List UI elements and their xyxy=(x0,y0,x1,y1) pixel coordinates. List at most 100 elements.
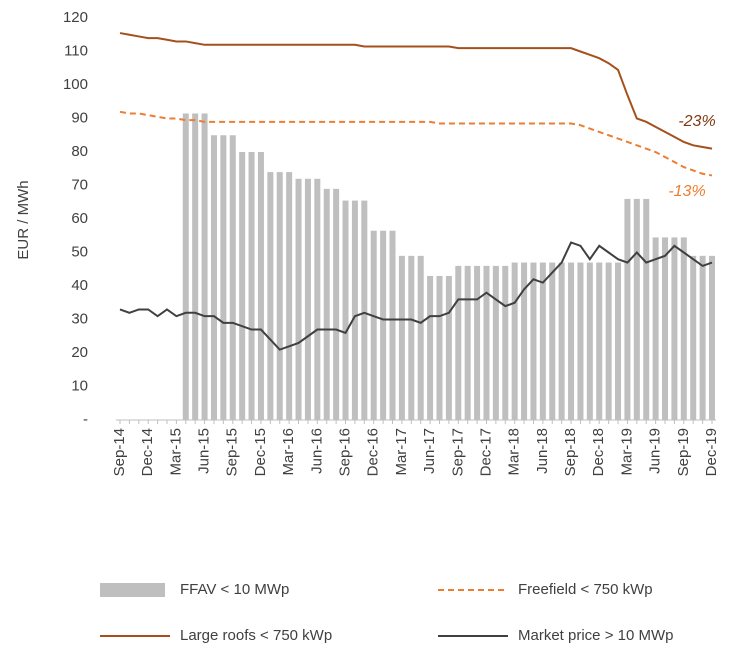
x-tick-label: Dec-16 xyxy=(365,428,382,476)
x-tick-label: Dec-19 xyxy=(703,428,720,476)
bar xyxy=(549,262,556,420)
x-tick-label: Sep-14 xyxy=(111,428,128,476)
bar xyxy=(286,172,293,420)
bar xyxy=(671,237,678,420)
bar xyxy=(257,152,264,420)
bar xyxy=(521,262,528,420)
x-tick-label: Sep-18 xyxy=(562,428,579,476)
x-tick-label: Dec-17 xyxy=(477,428,494,476)
bar xyxy=(182,113,189,420)
bar xyxy=(568,262,575,420)
bar xyxy=(304,178,311,420)
bar xyxy=(295,178,302,420)
x-tick-label: Mar-15 xyxy=(167,428,184,476)
x-tick-label: Mar-17 xyxy=(393,428,410,476)
line-series xyxy=(119,241,713,351)
bar xyxy=(342,200,349,420)
bar xyxy=(464,265,471,420)
y-tick-label: 30 xyxy=(71,310,88,327)
bar xyxy=(210,135,217,420)
y-tick-label: 110 xyxy=(64,42,88,59)
x-tick-label: Dec-14 xyxy=(139,428,156,476)
y-tick-label: 120 xyxy=(63,9,88,26)
bar xyxy=(652,237,659,420)
legend-label: FFAV < 10 MWp xyxy=(180,581,289,598)
bar xyxy=(380,230,387,420)
bar xyxy=(483,265,490,420)
x-tick-label: Jun-18 xyxy=(534,428,551,474)
x-tick-label: Dec-15 xyxy=(252,428,269,476)
x-tick-label: Jun-19 xyxy=(647,428,664,474)
x-tick-label: Mar-16 xyxy=(280,428,297,476)
y-tick-label: 20 xyxy=(71,344,88,361)
bar xyxy=(586,262,593,420)
annotation: -13% xyxy=(668,183,705,200)
line-series xyxy=(119,110,713,177)
bar xyxy=(699,255,706,420)
x-tick-label: Jun-16 xyxy=(308,428,325,474)
bar xyxy=(690,255,697,420)
bar xyxy=(709,255,715,420)
bar xyxy=(436,275,443,420)
bar xyxy=(492,265,499,420)
bar xyxy=(605,262,612,420)
y-tick-label: 50 xyxy=(71,243,88,260)
bar xyxy=(427,275,434,420)
bar xyxy=(624,198,631,420)
y-axis-label: EUR / MWh xyxy=(15,180,32,259)
bar xyxy=(229,135,236,420)
x-tick-label: Sep-19 xyxy=(675,428,692,476)
x-tick-label: Mar-19 xyxy=(618,428,635,476)
bar xyxy=(267,172,274,420)
bar xyxy=(633,198,640,420)
annotation: -23% xyxy=(678,113,715,130)
bar xyxy=(596,262,603,420)
bar xyxy=(398,255,405,420)
bar xyxy=(511,262,518,420)
bar xyxy=(445,275,452,420)
bar xyxy=(539,262,546,420)
bar xyxy=(408,255,415,420)
bar xyxy=(502,265,509,420)
bar xyxy=(276,172,283,420)
y-tick-label: 40 xyxy=(71,277,88,294)
bar xyxy=(455,265,462,420)
bar xyxy=(615,262,622,420)
bar xyxy=(662,237,669,420)
bar xyxy=(643,198,650,420)
bar xyxy=(333,188,340,420)
bar xyxy=(558,262,565,420)
bar xyxy=(323,188,330,420)
y-tick-label: 100 xyxy=(63,76,88,93)
legend-label: Freefield < 750 kWp xyxy=(518,581,653,598)
y-tick-label: 10 xyxy=(71,377,88,394)
bar xyxy=(351,200,358,420)
y-tick-label: - xyxy=(83,411,88,428)
bar xyxy=(248,152,255,420)
x-tick-label: Dec-18 xyxy=(590,428,607,476)
x-tick-label: Mar-18 xyxy=(506,428,523,476)
x-tick-label: Sep-15 xyxy=(224,428,241,476)
bar xyxy=(474,265,481,420)
x-tick-label: Jun-15 xyxy=(196,428,213,474)
legend-label: Large roofs < 750 kWp xyxy=(180,627,332,644)
y-tick-label: 70 xyxy=(71,176,88,193)
line-series xyxy=(119,32,713,150)
bar xyxy=(370,230,377,420)
x-tick-label: Sep-16 xyxy=(336,428,353,476)
bar xyxy=(201,113,208,420)
bar xyxy=(361,200,368,420)
bar xyxy=(530,262,537,420)
y-tick-label: 80 xyxy=(71,143,88,160)
y-tick-label: 60 xyxy=(71,210,88,227)
bar xyxy=(577,262,584,420)
y-tick-label: 90 xyxy=(71,109,88,126)
legend-swatch xyxy=(100,583,165,597)
bar xyxy=(680,237,687,420)
legend-label: Market price > 10 MWp xyxy=(518,627,673,644)
x-tick-label: Sep-17 xyxy=(449,428,466,476)
x-tick-label: Jun-17 xyxy=(421,428,438,474)
bar xyxy=(389,230,396,420)
bar xyxy=(417,255,424,420)
